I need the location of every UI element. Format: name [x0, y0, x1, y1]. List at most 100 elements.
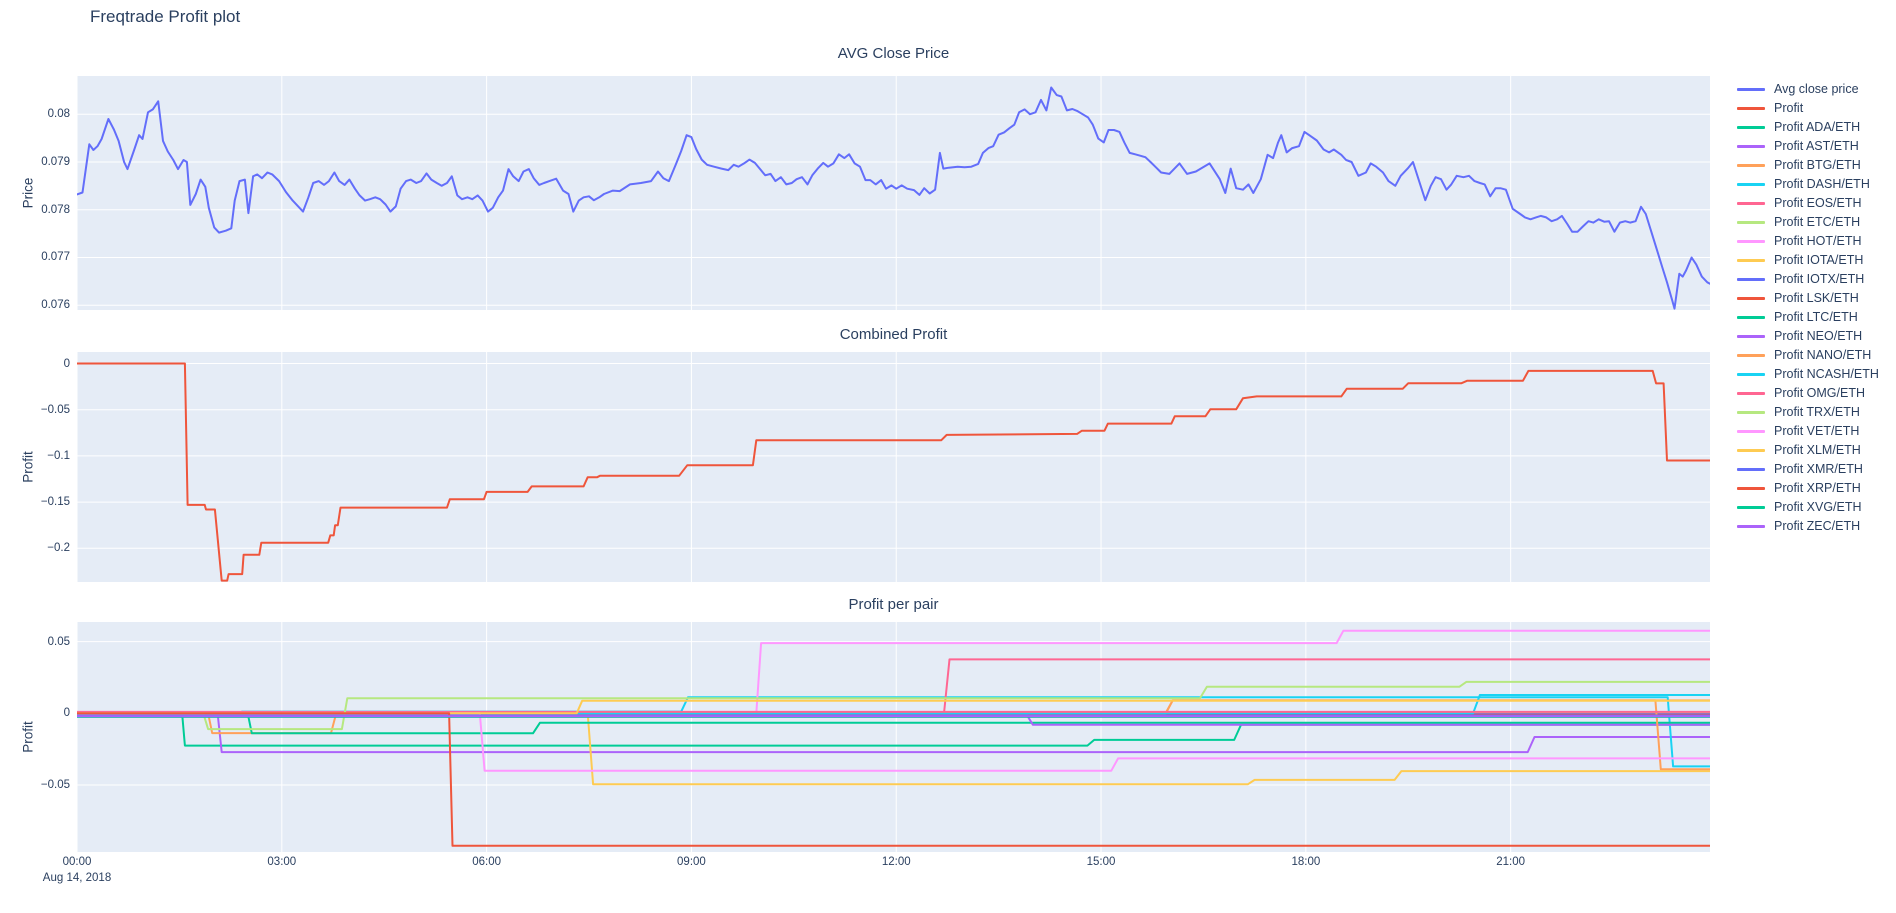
legend-item-profit-eos-eth[interactable]: Profit EOS/ETH [1737, 194, 1895, 213]
legend-item-label: Profit NCASH/ETH [1774, 367, 1879, 381]
chart-svg-price[interactable] [77, 76, 1710, 310]
legend-item-profit-btg-eth[interactable]: Profit BTG/ETH [1737, 156, 1895, 175]
legend-item-profit-ncash-eth[interactable]: Profit NCASH/ETH [1737, 365, 1895, 384]
legend-item-label: Profit XMR/ETH [1774, 462, 1863, 476]
legend-item-label: Profit HOT/ETH [1774, 234, 1862, 248]
plot-area-profit-per-pair[interactable] [77, 622, 1710, 852]
y-tick-label: −0.15 [40, 496, 70, 509]
legend-item-label: Profit LTC/ETH [1774, 310, 1858, 324]
x-tick-label: 06:00 [472, 856, 501, 868]
subplot-title-avg-close-price: AVG Close Price [837, 45, 950, 62]
legend-item-label: Profit NANO/ETH [1774, 348, 1872, 362]
legend-item-label: Profit AST/ETH [1774, 139, 1859, 153]
legend-item-profit[interactable]: Profit [1737, 99, 1895, 118]
legend-item-profit-zec-eth[interactable]: Profit ZEC/ETH [1737, 517, 1895, 536]
legend-swatch-line [1737, 126, 1765, 129]
x-tick-label: 15:00 [1086, 856, 1116, 868]
legend-item-profit-hot-eth[interactable]: Profit HOT/ETH [1737, 232, 1895, 251]
legend-item-profit-vet-eth[interactable]: Profit VET/ETH [1737, 422, 1895, 441]
series-line-profit[interactable] [77, 362, 1710, 582]
legend-item-label: Profit IOTA/ETH [1774, 253, 1864, 267]
plot-area-avg-close-price[interactable] [77, 76, 1710, 310]
legend-swatch-line [1737, 88, 1765, 91]
legend-item-profit-ltc-eth[interactable]: Profit LTC/ETH [1737, 308, 1895, 327]
legend-item-label: Profit DASH/ETH [1774, 177, 1870, 191]
legend-swatch-line [1737, 221, 1765, 224]
legend-item-profit-xmr-eth[interactable]: Profit XMR/ETH [1737, 460, 1895, 479]
legend-item-label: Profit BTG/ETH [1774, 158, 1861, 172]
legend-item-avg-close-price[interactable]: Avg close price [1737, 80, 1895, 99]
series-line-profit-xrp-eth[interactable] [77, 712, 1710, 847]
legend-swatch-line [1737, 145, 1765, 148]
y-tick-label: 0.05 [47, 635, 70, 648]
legend-item-profit-nano-eth[interactable]: Profit NANO/ETH [1737, 346, 1895, 365]
legend-swatch-line [1737, 164, 1765, 167]
series-line-profit-iota-eth[interactable] [77, 712, 1710, 786]
legend-swatch-line [1737, 468, 1765, 471]
chart-svg-combined[interactable] [77, 352, 1710, 582]
legend-item-label: Profit LSK/ETH [1774, 291, 1859, 305]
y-tick-label: −0.2 [47, 542, 70, 555]
legend-item-profit-trx-eth[interactable]: Profit TRX/ETH [1737, 403, 1895, 422]
legend-swatch-line [1737, 335, 1765, 338]
legend-item-label: Profit ETC/ETH [1774, 215, 1861, 229]
series-line-avg-close-price[interactable] [77, 86, 1710, 310]
legend-item-profit-neo-eth[interactable]: Profit NEO/ETH [1737, 327, 1895, 346]
y-tick-label: 0.079 [41, 155, 70, 168]
legend-item-profit-xlm-eth[interactable]: Profit XLM/ETH [1737, 441, 1895, 460]
legend-item-label: Profit ZEC/ETH [1774, 519, 1861, 533]
legend-swatch-line [1737, 430, 1765, 433]
legend-item-label: Profit XVG/ETH [1774, 500, 1862, 514]
legend-item-profit-omg-eth[interactable]: Profit OMG/ETH [1737, 384, 1895, 403]
subplot-title-profit-per-pair: Profit per pair [848, 596, 939, 613]
legend-swatch-line [1737, 107, 1765, 110]
chart-svg-pairs[interactable] [77, 622, 1710, 852]
legend-item-label: Avg close price [1774, 82, 1859, 96]
legend-swatch-line [1737, 392, 1765, 395]
figure-title: Freqtrade Profit plot [90, 7, 241, 26]
legend-item-profit-ast-eth[interactable]: Profit AST/ETH [1737, 137, 1895, 156]
y-tick-label: 0 [63, 357, 70, 370]
legend-swatch-line [1737, 202, 1765, 205]
legend-swatch-line [1737, 449, 1765, 452]
legend-item-label: Profit VET/ETH [1774, 424, 1860, 438]
legend-item-label: Profit ADA/ETH [1774, 120, 1861, 134]
legend-item-profit-xvg-eth[interactable]: Profit XVG/ETH [1737, 498, 1895, 517]
legend-swatch-line [1737, 411, 1765, 414]
legend-swatch-line [1737, 506, 1765, 509]
legend-swatch-line [1737, 240, 1765, 243]
y-tick-label: −0.05 [40, 779, 70, 792]
x-tick-label: 09:00 [677, 856, 706, 868]
legend-item-profit-etc-eth[interactable]: Profit ETC/ETH [1737, 213, 1895, 232]
legend: Avg close price Profit Profit ADA/ETH Profi… [1737, 80, 1895, 536]
series-line-profit-dash-eth[interactable] [77, 696, 1710, 768]
legend-item-profit-dash-eth[interactable]: Profit DASH/ETH [1737, 175, 1895, 194]
y-tick-label: 0.08 [47, 108, 70, 121]
series-line-profit-ncash-eth[interactable] [77, 694, 1710, 715]
legend-item-label: Profit EOS/ETH [1774, 196, 1862, 210]
legend-swatch-line [1737, 354, 1765, 357]
plot-area-combined-profit[interactable] [77, 352, 1710, 582]
x-tick-label: 03:00 [267, 856, 297, 868]
legend-item-profit-iotx-eth[interactable]: Profit IOTX/ETH [1737, 270, 1895, 289]
legend-swatch-line [1737, 525, 1765, 528]
legend-item-profit-iota-eth[interactable]: Profit IOTA/ETH [1737, 251, 1895, 270]
y-tick-label: −0.05 [40, 403, 70, 416]
legend-item-label: Profit XLM/ETH [1774, 443, 1861, 457]
y-tick-label: 0.077 [41, 251, 70, 264]
series-line-profit-trx-eth[interactable] [77, 680, 1710, 731]
y-tick-label: 0.078 [41, 203, 70, 216]
legend-item-profit-xrp-eth[interactable]: Profit XRP/ETH [1737, 479, 1895, 498]
legend-item-profit-ada-eth[interactable]: Profit ADA/ETH [1737, 118, 1895, 137]
series-line-profit-ada-eth[interactable] [77, 712, 1710, 747]
y-tick-label: 0 [63, 707, 70, 720]
series-line-profit-eos-eth[interactable] [77, 658, 1710, 715]
y-tick-label: 0.076 [41, 299, 70, 312]
x-axis-date-label: Aug 14, 2018 [42, 872, 112, 884]
subplot-title-combined-profit: Combined Profit [839, 326, 948, 343]
legend-item-profit-lsk-eth[interactable]: Profit LSK/ETH [1737, 289, 1895, 308]
x-tick-label: 21:00 [1496, 856, 1526, 868]
legend-item-label: Profit XRP/ETH [1774, 481, 1861, 495]
legend-item-label: Profit NEO/ETH [1774, 329, 1863, 343]
